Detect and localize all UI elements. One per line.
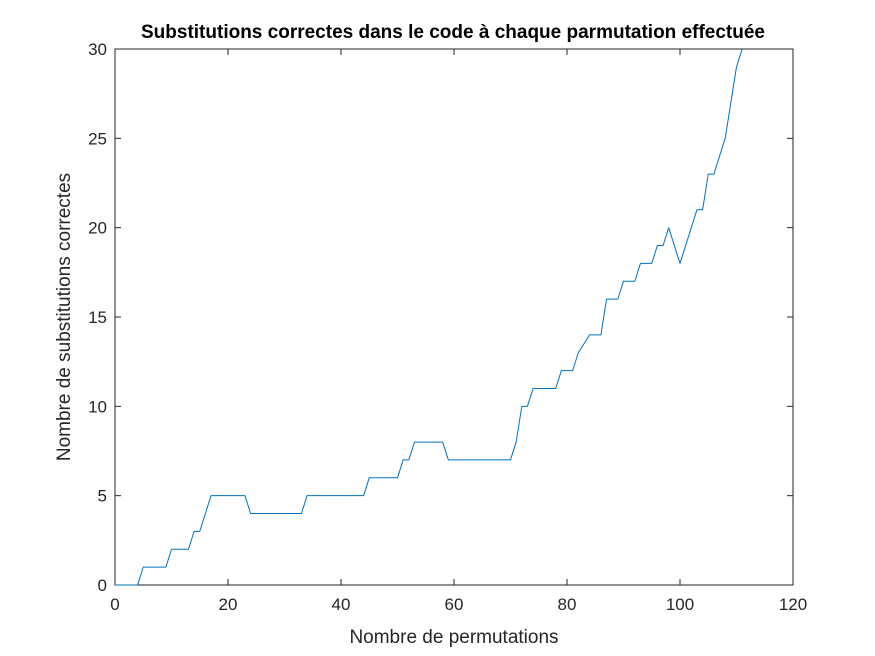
x-tick-label: 20 xyxy=(219,595,238,614)
series-line xyxy=(115,48,743,586)
x-tick-label: 80 xyxy=(558,595,577,614)
y-tick-label: 15 xyxy=(88,308,107,327)
y-tick-label: 25 xyxy=(88,129,107,148)
x-tick-label: 40 xyxy=(332,595,351,614)
y-tick-label: 5 xyxy=(98,487,107,506)
x-tick-label: 0 xyxy=(110,595,119,614)
x-tick-label: 60 xyxy=(445,595,464,614)
y-tick-label: 10 xyxy=(88,397,107,416)
chart-title: Substitutions correctes dans le code à c… xyxy=(141,22,765,43)
y-tick-label: 20 xyxy=(88,219,107,238)
x-axis-label: Nombre de permutations xyxy=(349,627,558,648)
x-tick-label: 120 xyxy=(779,595,807,614)
plot-area-frame xyxy=(114,48,794,586)
series-layer xyxy=(115,48,743,586)
x-tick-label: 100 xyxy=(666,595,694,614)
axis-tick-labels: 0 20 40 60 80 100 120 0 5 10 15 20 25 30 xyxy=(88,40,807,614)
y-tick-label: 0 xyxy=(98,576,107,595)
y-axis-label: Nombre de substitutions correctes xyxy=(54,173,75,461)
y-tick-label: 30 xyxy=(88,40,107,59)
axis-ticks xyxy=(114,48,794,586)
